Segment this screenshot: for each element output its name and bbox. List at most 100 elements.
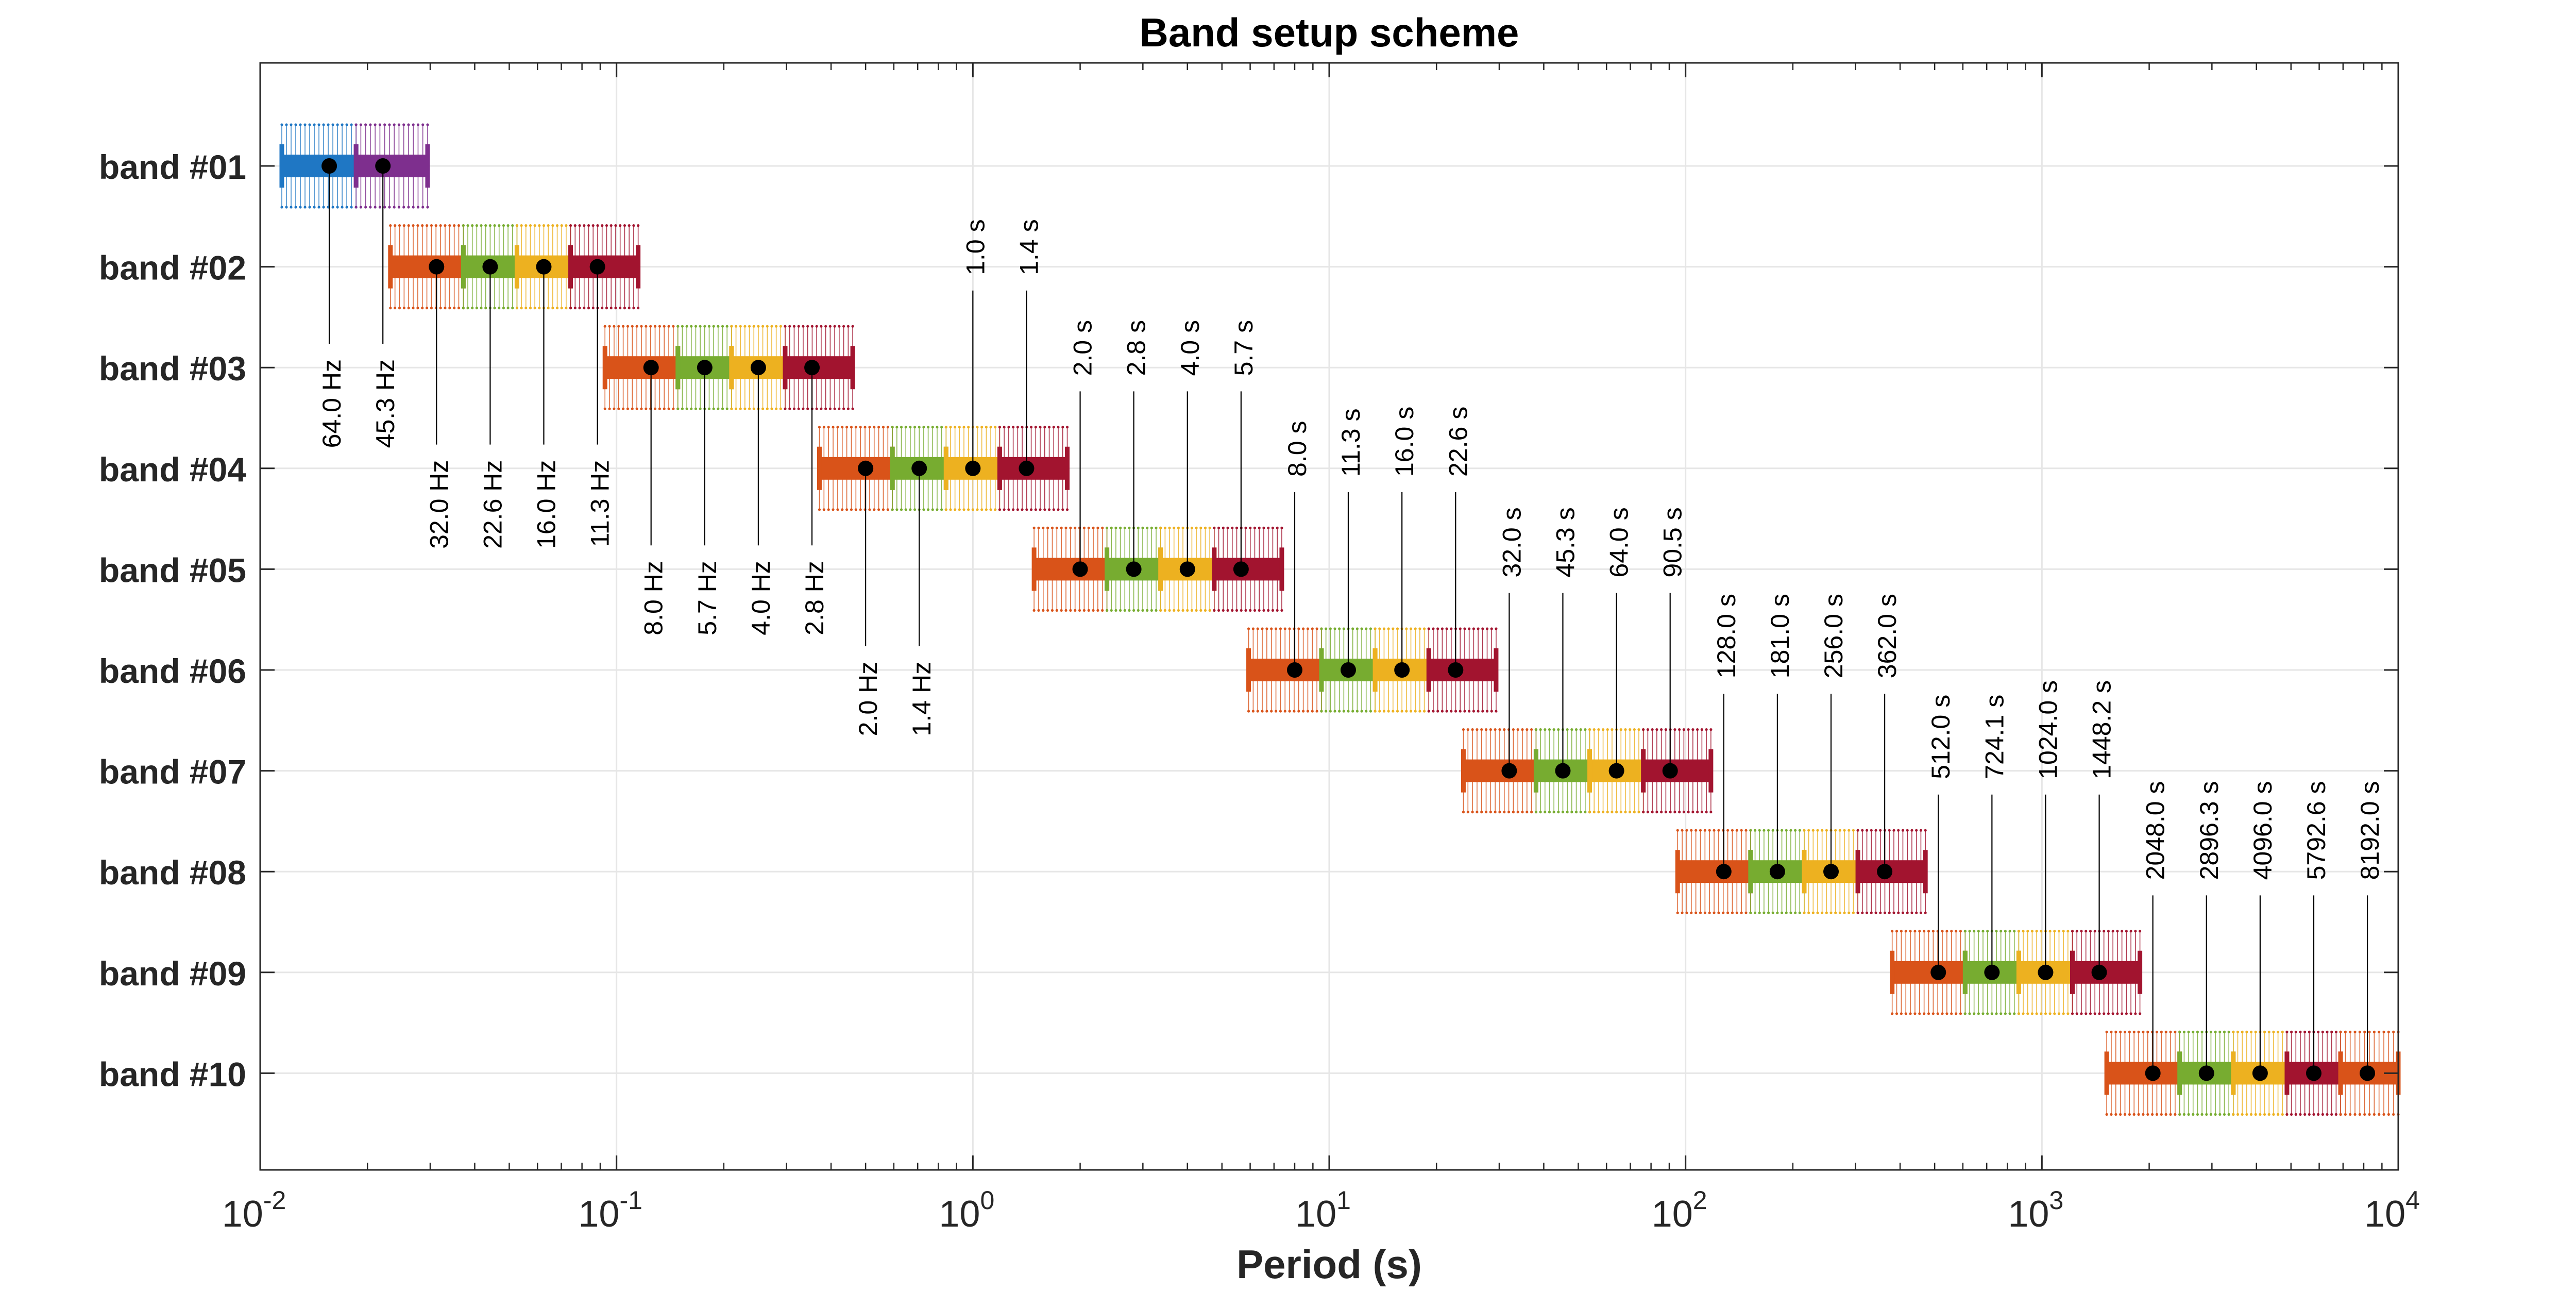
whisker-cap — [2105, 1030, 2108, 1033]
whisker-cap — [1548, 728, 1551, 731]
whisker-cap — [416, 307, 419, 310]
whisker-cap — [1717, 911, 1720, 914]
whisker-cap — [2164, 1030, 2167, 1033]
whisker-cap — [2040, 930, 2043, 933]
whisker-cap — [2214, 1113, 2217, 1116]
whisker-cap — [407, 206, 410, 209]
whisker-cap — [1895, 930, 1899, 933]
band-row-label: band #04 — [99, 450, 246, 489]
whisker-cap — [555, 224, 559, 227]
whisker-cap — [412, 206, 415, 209]
center-point — [1877, 864, 1893, 880]
whisker-cap — [640, 407, 643, 410]
filter-bar — [390, 255, 464, 278]
whisker-cap — [2192, 1030, 2195, 1033]
whisker-cap — [2299, 1030, 2302, 1033]
band-group: 8.0 Hz 5.7 Hz 4.0 Hz 2.8 Hz — [602, 325, 855, 635]
whisker-cap — [672, 325, 675, 328]
whisker-cap — [614, 307, 617, 310]
center-frequency-label: 2.0 Hz — [854, 662, 883, 736]
center-point — [1394, 662, 1410, 678]
whisker-cap — [989, 508, 992, 511]
whisker-cap — [2276, 1113, 2280, 1116]
whisker-cap — [538, 307, 541, 310]
x-tick-label: 10-1 — [578, 1186, 642, 1235]
center-point — [2038, 964, 2054, 980]
whisker-cap — [2066, 930, 2070, 933]
whisker-cap — [712, 325, 715, 328]
whisker-cap — [1676, 911, 1679, 914]
whisker-cap — [480, 307, 483, 310]
whisker-cap — [350, 123, 353, 126]
whisker-cap — [850, 508, 853, 511]
whisker-cap — [1803, 911, 1806, 914]
whisker-cap — [1034, 508, 1037, 511]
whisker-cap — [663, 325, 666, 328]
whisker-cap — [1039, 426, 1042, 429]
whisker-cap — [2182, 1030, 2185, 1033]
whisker-cap — [2119, 1113, 2122, 1116]
whisker-cap — [2368, 1030, 2371, 1033]
whisker-cap — [667, 407, 670, 410]
whisker-cap — [1544, 811, 1547, 814]
whisker-cap — [784, 407, 787, 410]
whisker-cap — [1691, 728, 1694, 731]
whisker-cap — [1195, 526, 1198, 529]
whisker-cap — [1574, 811, 1578, 814]
whisker-cap — [1459, 710, 1462, 713]
whisker-cap — [944, 426, 947, 429]
whisker-cap — [1963, 1012, 1967, 1015]
whisker-cap — [1915, 829, 1918, 832]
whisker-cap — [2236, 1030, 2240, 1033]
whisker-cap — [331, 123, 334, 126]
whisker-cap — [2321, 1030, 2324, 1033]
whisker-cap — [1471, 728, 1474, 731]
whisker-cap — [1685, 911, 1688, 914]
whisker-cap — [2174, 1113, 2177, 1116]
whisker-cap — [1355, 627, 1359, 630]
whisker-cap — [779, 325, 782, 328]
whisker-cap — [2004, 930, 2007, 933]
filter-bar — [1248, 659, 1321, 681]
whisker-cap — [2075, 1012, 2078, 1015]
center-period-label: 2896.3 s — [2195, 781, 2224, 880]
whisker-cap — [466, 224, 469, 227]
whisker-cap — [1821, 829, 1824, 832]
whisker-cap — [1454, 710, 1458, 713]
whisker-cap — [770, 325, 773, 328]
whisker-cap — [425, 224, 429, 227]
whisker-cap — [1082, 526, 1086, 529]
whisker-cap — [1369, 710, 1372, 713]
center-frequency-label: 64.0 Hz — [317, 359, 346, 448]
whisker-cap — [631, 407, 634, 410]
whisker-cap — [1913, 1012, 1917, 1015]
x-tick-exponent: 2 — [1693, 1186, 1707, 1215]
whisker-cap — [475, 307, 478, 310]
whisker-cap — [1744, 911, 1748, 914]
filter-bar — [1677, 860, 1751, 883]
whisker-cap — [2035, 930, 2038, 933]
whisker-cap — [851, 407, 854, 410]
whisker-cap — [2214, 1030, 2217, 1033]
whisker-cap — [1660, 811, 1663, 814]
whisker-cap — [882, 508, 885, 511]
whisker-cap — [2294, 1113, 2297, 1116]
whisker-cap — [1584, 728, 1587, 731]
whisker-cap — [462, 224, 465, 227]
whisker-cap — [1231, 526, 1234, 529]
whisker-cap — [2276, 1030, 2280, 1033]
whisker-cap — [1891, 1012, 1894, 1015]
whisker-cap — [2105, 1113, 2108, 1116]
whisker-cap — [412, 307, 415, 310]
whisker-cap — [699, 407, 702, 410]
whisker-cap — [895, 508, 899, 511]
whisker-cap — [851, 325, 854, 328]
whisker-cap — [502, 307, 505, 310]
whisker-cap — [1973, 1012, 1976, 1015]
whisker-cap — [2245, 1030, 2248, 1033]
whisker-cap — [2103, 1012, 2106, 1015]
whisker-cap — [1611, 811, 1614, 814]
whisker-cap — [1060, 526, 1063, 529]
whisker-cap — [1780, 911, 1784, 914]
whisker-cap — [416, 206, 420, 209]
